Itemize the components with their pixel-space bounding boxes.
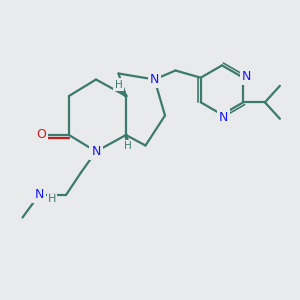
Text: H: H [124, 141, 131, 152]
Text: O: O [36, 128, 46, 142]
Text: N: N [34, 188, 44, 202]
Text: H: H [47, 194, 56, 205]
Text: N: N [219, 111, 228, 124]
Text: N: N [91, 145, 101, 158]
Text: H: H [115, 80, 122, 90]
Text: N: N [150, 73, 159, 86]
Text: N: N [242, 70, 251, 83]
